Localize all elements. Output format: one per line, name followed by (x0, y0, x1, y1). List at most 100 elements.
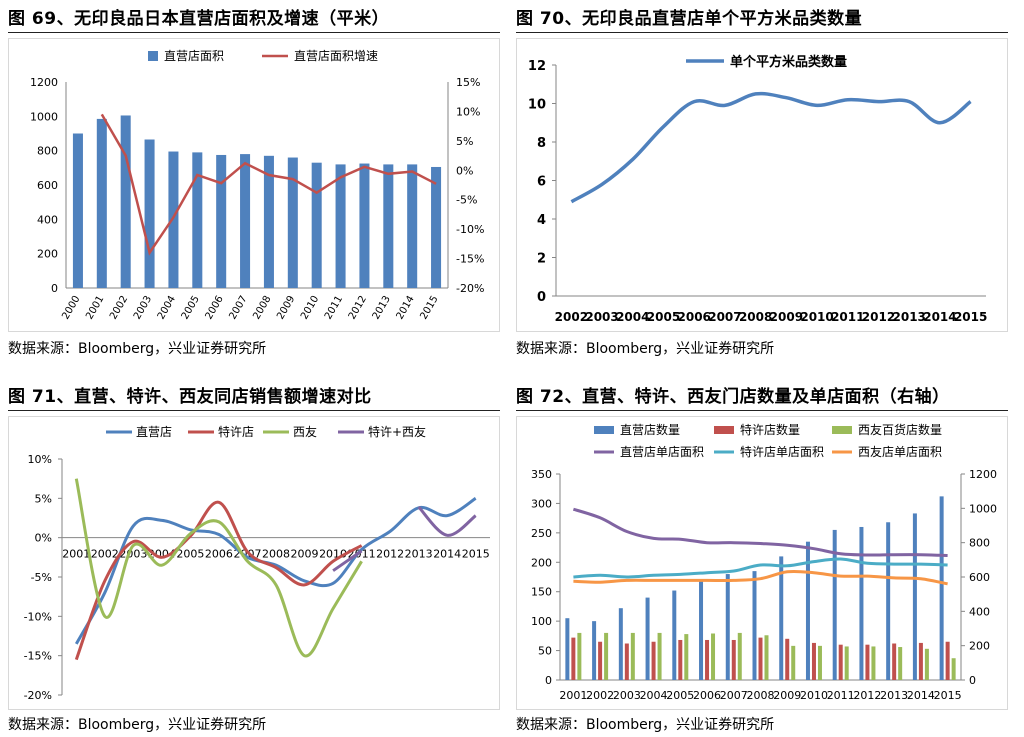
x-tick-label: 2004 (616, 310, 649, 324)
bar-direct-area (311, 162, 322, 288)
x-tick-label: 2002 (91, 548, 119, 561)
x-tick-label: 2010 (800, 310, 833, 324)
y-tick-label: 4 (537, 213, 546, 228)
bar-direct-area (120, 115, 131, 288)
y-tick-right-label: 10% (456, 105, 480, 118)
chart-frame-72 (516, 416, 1008, 710)
legend-label: 单个平方米品类数量 (730, 54, 847, 70)
chart-69: 0 200 400 600 800 1000 1200 -20% -15% -10% -5% 0% 5%… (30, 49, 484, 322)
legend-label: 特许店数量 (740, 422, 800, 437)
x-tick-label: 2006 (204, 294, 226, 322)
bar-direct-count (912, 513, 917, 680)
chart-frame-70 (516, 38, 1008, 332)
title-rule-69 (8, 32, 500, 33)
x-tick-label: 2004 (148, 548, 176, 561)
title-rule-72 (516, 410, 1008, 411)
bar-seiyu-count (898, 647, 903, 680)
x-tick-label: 2012 (862, 310, 895, 324)
legend-label: 直营店单店面积 (620, 445, 704, 459)
y-tick-label: -10% (24, 610, 52, 623)
bar-direct-area (216, 154, 227, 288)
x-tick-label: 2012 (853, 689, 881, 702)
y-tick-right-label: 600 (969, 571, 990, 584)
line-categories-per-sqm (570, 91, 972, 204)
bar-franchise-count (731, 639, 736, 680)
y-tick-left-label: 250 (531, 527, 552, 540)
source-note-72: 数据来源：Bloomberg，兴业证券研究所 (516, 717, 775, 733)
title-rule-71 (8, 410, 500, 411)
x-tick-label: 2011 (827, 689, 855, 702)
y-tick-label: 10% (28, 453, 52, 466)
bar-direct-count (592, 621, 597, 680)
x-tick-label: 2005 (666, 689, 694, 702)
y-tick-right-label: 400 (969, 605, 990, 618)
y-tick-right-label: -10% (456, 223, 484, 236)
y-tick-left-label: 350 (531, 468, 552, 481)
bar-direct-area (431, 166, 442, 288)
x-tick-label: 2015 (934, 689, 962, 702)
y-tick-left-label: 0 (51, 282, 58, 295)
bar-direct-count (752, 571, 757, 680)
bar-franchise-count (678, 639, 683, 680)
bar-direct-area (359, 163, 370, 288)
bar-direct-count (779, 556, 784, 680)
y-tick-right-label: 5% (456, 135, 473, 148)
x-tick-label: 2010 (299, 294, 321, 322)
legend-swatch-bar (148, 51, 158, 61)
y-tick-label: -20% (24, 689, 52, 702)
x-tick-label: 2014 (433, 548, 461, 561)
bar-seiyu-count (924, 648, 929, 680)
bar-seiyu-count (951, 658, 956, 680)
legend-label: 西友店单店面积 (858, 445, 942, 459)
x-tick-label: 2012 (376, 548, 404, 561)
y-tick-right-label: 800 (969, 537, 990, 550)
chart-title-70: 图 70、无印良品直营店单个平方米品类数量 (516, 9, 863, 29)
x-tick-label: 2013 (371, 294, 393, 322)
chart-title-72: 图 72、直营、特许、西友门店数量及单店面积（右轴） (516, 387, 950, 407)
x-tick-label: 2003 (613, 689, 641, 702)
bar-direct-area (96, 118, 107, 289)
bar-franchise-count (651, 641, 656, 680)
panel-69: 图 69、无印良品日本直营店面积及增速（平米） 0 200 400 600 800 100… (8, 0, 506, 368)
source-note-71: 数据来源：Bloomberg，兴业证券研究所 (8, 717, 267, 733)
bar-direct-count (939, 496, 944, 680)
bar-direct-count (618, 608, 623, 680)
bar-direct-count (699, 579, 704, 680)
line-direct-unit-area (572, 507, 948, 557)
y-tick-left-label: 0 (545, 674, 552, 687)
x-tick-label: 2008 (747, 689, 775, 702)
y-tick-left-label: 300 (531, 497, 552, 510)
line-franchise-seiyu (332, 549, 363, 572)
x-tick-label: 2002 (586, 689, 614, 702)
legend-label: 直营店数量 (620, 422, 680, 437)
bar-direct-count (859, 526, 864, 680)
x-tick-label: 2008 (739, 310, 772, 324)
y-tick-label: 8 (537, 136, 546, 151)
y-tick-left-label: 600 (37, 179, 58, 192)
legend-label: 特许店 (218, 424, 254, 439)
bar-seiyu-count (791, 645, 796, 680)
y-tick-left-label: 1000 (30, 110, 58, 123)
x-tick-label: 2006 (205, 548, 233, 561)
bar-franchise-count (811, 642, 816, 680)
line-franchise (74, 500, 363, 661)
y-tick-label: 12 (528, 59, 546, 74)
legend-label: 特许店单店面积 (740, 444, 824, 459)
panel-72: 图 72、直营、特许、西友门店数量及单店面积（右轴） 0 50 100 150 200 2… (516, 378, 1016, 737)
chart-72: 0 50 100 150 200 250 300 350 0 200 400 600 800 1000 12… (531, 422, 997, 702)
x-tick-label: 2007 (708, 310, 741, 324)
x-tick-label: 2005 (647, 310, 680, 324)
panel-70: 图 70、无印良品直营店单个平方米品类数量 0 2 4 6 8 10 12 2002 2003 2… (516, 0, 1016, 368)
bar-direct-count (645, 597, 650, 680)
bar-direct-area (240, 154, 251, 288)
legend-label: 西友 (293, 425, 317, 439)
y-tick-label: 0 (537, 290, 546, 305)
y-tick-label: -15% (24, 650, 52, 663)
bar-seiyu-count (871, 646, 876, 680)
x-tick-label: 2001 (559, 689, 587, 702)
bar-seiyu-count (764, 635, 769, 680)
x-tick-label: 2014 (923, 310, 956, 324)
bar-direct-area (168, 151, 179, 288)
y-tick-right-label: -20% (456, 282, 484, 295)
bar-franchise-count (624, 643, 629, 680)
